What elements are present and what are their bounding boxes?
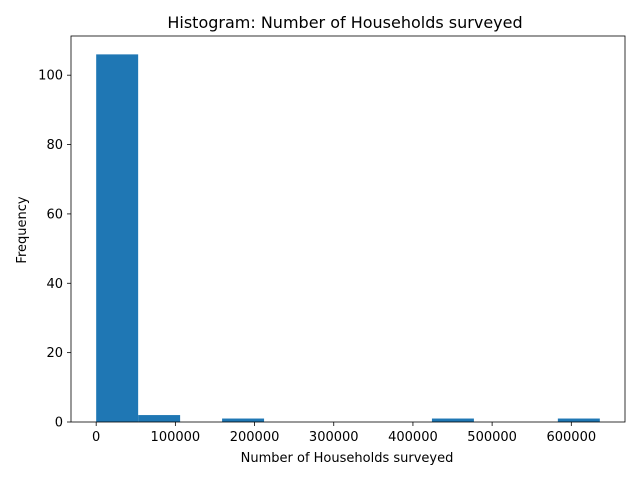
- histogram-bar-3: [222, 418, 265, 422]
- x-tick-label: 600000: [546, 430, 596, 445]
- y-tick-label: 60: [46, 207, 63, 222]
- histogram-bar-1: [138, 415, 181, 422]
- histogram-bar-8: [431, 418, 474, 422]
- x-tick-label: 200000: [230, 430, 280, 445]
- y-tick-label: 0: [55, 416, 63, 431]
- y-tick-label: 80: [46, 138, 63, 153]
- y-tick-label: 20: [46, 346, 63, 361]
- histogram-bar-11: [557, 418, 600, 422]
- x-tick-label: 0: [92, 430, 100, 445]
- bars-group: [96, 54, 600, 422]
- y-axis-title: Frequency: [15, 196, 30, 263]
- x-tick-label: 500000: [467, 430, 517, 445]
- chart-title: Histogram: Number of Households surveyed: [167, 13, 522, 32]
- axes-group: 0 100000 200000 300000 400000 500000 600000 0 20…: [38, 35, 626, 445]
- x-tick-label: 100000: [151, 430, 201, 445]
- x-tick-label: 400000: [388, 430, 438, 445]
- y-tick-label: 40: [46, 277, 63, 292]
- plot-frame: [70, 35, 626, 423]
- y-tick-label: 100: [38, 69, 63, 84]
- x-axis-title: Number of Households surveyed: [241, 451, 454, 466]
- histogram-bar-0: [96, 54, 139, 422]
- x-tick-label: 300000: [309, 430, 359, 445]
